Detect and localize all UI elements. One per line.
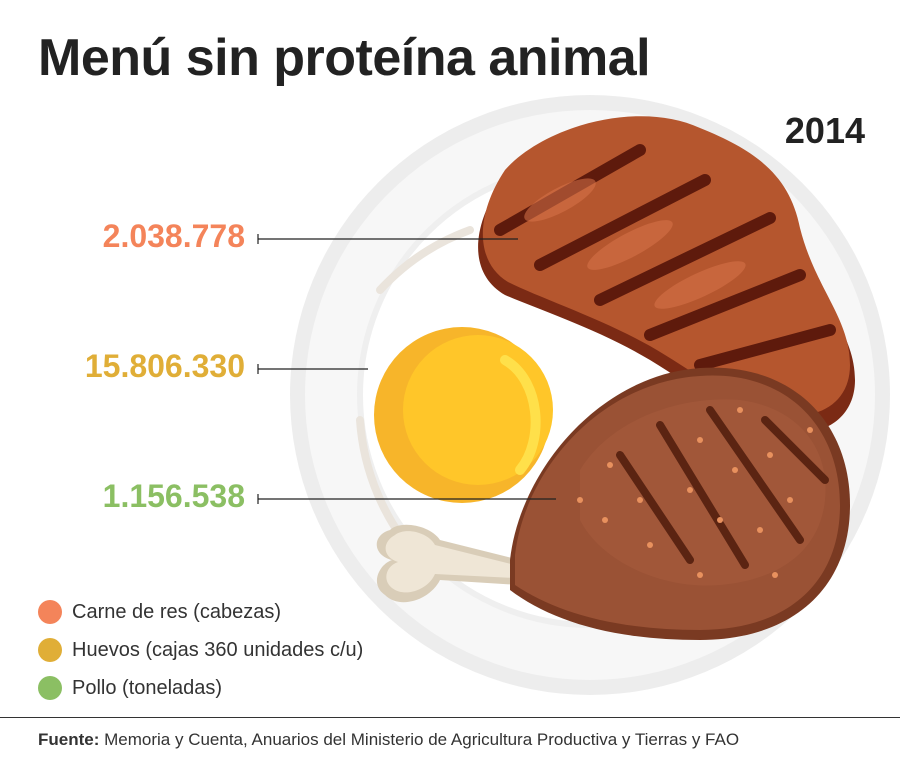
leader-lines [257, 234, 556, 504]
source-text: Memoria y Cuenta, Anuarios del Ministeri… [104, 730, 740, 749]
plate-illustration [257, 95, 890, 695]
source-label: Fuente: [38, 730, 100, 749]
legend-dot-chicken [38, 676, 62, 700]
value-chicken: 1.156.538 [102, 478, 245, 514]
page-title: Menú sin proteína animal [38, 29, 651, 87]
legend-item-beef: Carne de res (cabezas) [38, 593, 363, 631]
legend-item-eggs: Huevos (cajas 360 unidades c/u) [38, 631, 363, 669]
legend: Carne de res (cabezas) Huevos (cajas 360… [38, 593, 363, 707]
legend-label-beef: Carne de res (cabezas) [72, 600, 281, 623]
chicken-drumstick-icon [376, 367, 850, 640]
egg-icon [367, 320, 557, 510]
legend-dot-beef [38, 600, 62, 624]
footer-divider [0, 717, 900, 718]
steak-icon [478, 116, 855, 433]
legend-label-eggs: Huevos (cajas 360 unidades c/u) [72, 638, 364, 661]
legend-dot-eggs [38, 638, 62, 662]
legend-item-chicken: Pollo (toneladas) [38, 669, 363, 707]
value-beef: 2.038.778 [102, 218, 245, 254]
year-label: 2014 [784, 110, 865, 151]
source-note: Fuente: Memoria y Cuenta, Anuarios del M… [38, 730, 739, 750]
legend-label-chicken: Pollo (toneladas) [72, 676, 223, 699]
value-eggs: 15.806.330 [84, 348, 245, 384]
